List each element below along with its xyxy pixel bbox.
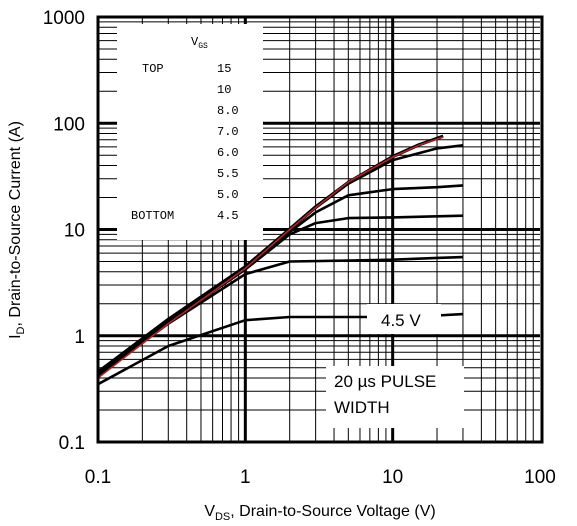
- x-tick-label: 10: [382, 467, 403, 488]
- legend-entry-tag: BOTTOM: [131, 209, 174, 223]
- legend-entry-value: 15: [217, 62, 231, 76]
- y-axis-title: ID, Drain-to-Source Current (A): [7, 121, 27, 339]
- y-tick-label: 1: [74, 327, 85, 348]
- legend-entry-value: 10: [217, 83, 231, 97]
- annotation-pulse-line1: 20 µs PULSE: [334, 372, 436, 391]
- legend-entries: TOP 15 10 8.0 7.0 6.0 5.5 5.0 BOTTOM 4.5: [131, 62, 239, 223]
- x-tick-label: 100: [524, 467, 556, 488]
- legend-background: [117, 24, 263, 240]
- annotation-4-5v: 4.5 V: [381, 311, 421, 330]
- annotation-pulse-line2: WIDTH: [334, 398, 390, 417]
- tick-labels: 0.1 1 10 100 0.1 1 10 100 1000: [43, 8, 556, 488]
- x-tick-label: 1: [240, 467, 251, 488]
- y-tick-label: 0.1: [59, 433, 85, 454]
- plot-frame: [96, 15, 544, 444]
- annotation-pulse-background: [326, 366, 464, 428]
- legend-entry-value: 5.0: [217, 188, 239, 202]
- y-tick-label: 10: [64, 221, 85, 242]
- y-tick-label: 100: [53, 114, 85, 135]
- legend-entry-tag: TOP: [142, 62, 164, 76]
- legend-entry-value: 4.5: [217, 209, 239, 223]
- legend-title: VGS: [191, 35, 208, 51]
- annotation-4-5v-background: [367, 304, 441, 334]
- x-axis-title: VDS, Drain-to-Source Voltage (V): [204, 503, 435, 523]
- x-tick-label: 0.1: [85, 467, 111, 488]
- legend: VGS TOP 15 10 8.0 7.0 6.0 5.5 5.0 BOTTOM 4.5: [117, 24, 263, 240]
- series-line-7: [97, 136, 444, 379]
- y-tick-label: 1000: [43, 8, 85, 29]
- legend-entry-value: 6.0: [217, 146, 239, 160]
- legend-entry-value: 5.5: [217, 167, 239, 181]
- legend-entry-value: 7.0: [217, 125, 239, 139]
- legend-entry-value: 8.0: [217, 104, 239, 118]
